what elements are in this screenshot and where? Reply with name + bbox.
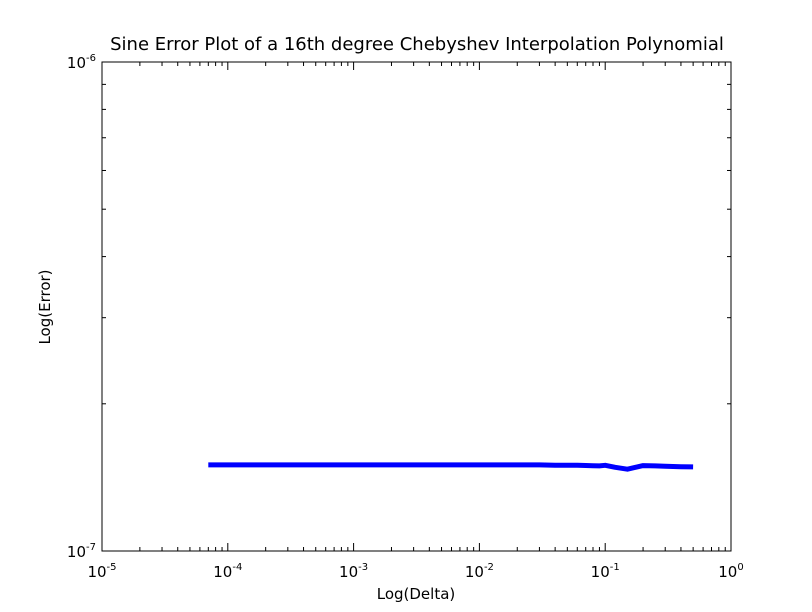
x-tick-label: 10-5	[87, 562, 116, 581]
x-tick-label: 10-3	[339, 562, 368, 581]
x-tick-label: 10-4	[213, 562, 242, 581]
axis-ticks: 10-5 10-4 10-3 10-2 10-1 100 10-7 10-6	[67, 53, 744, 581]
x-tick-label: 100	[718, 562, 743, 581]
axes-frame	[101, 61, 732, 552]
x-tick-label: 10-1	[591, 562, 620, 581]
x-tick-label: 10-2	[465, 562, 494, 581]
y-tick-label: 10-7	[67, 542, 96, 561]
y-tick-label: 10-6	[67, 53, 96, 72]
chart-title: Sine Error Plot of a 16th degree Chebysh…	[110, 34, 724, 55]
x-axis-label: Log(Delta)	[377, 585, 456, 603]
y-axis-label: Log(Error)	[36, 269, 54, 344]
plot-area	[208, 462, 694, 472]
series-line-0	[208, 462, 694, 472]
